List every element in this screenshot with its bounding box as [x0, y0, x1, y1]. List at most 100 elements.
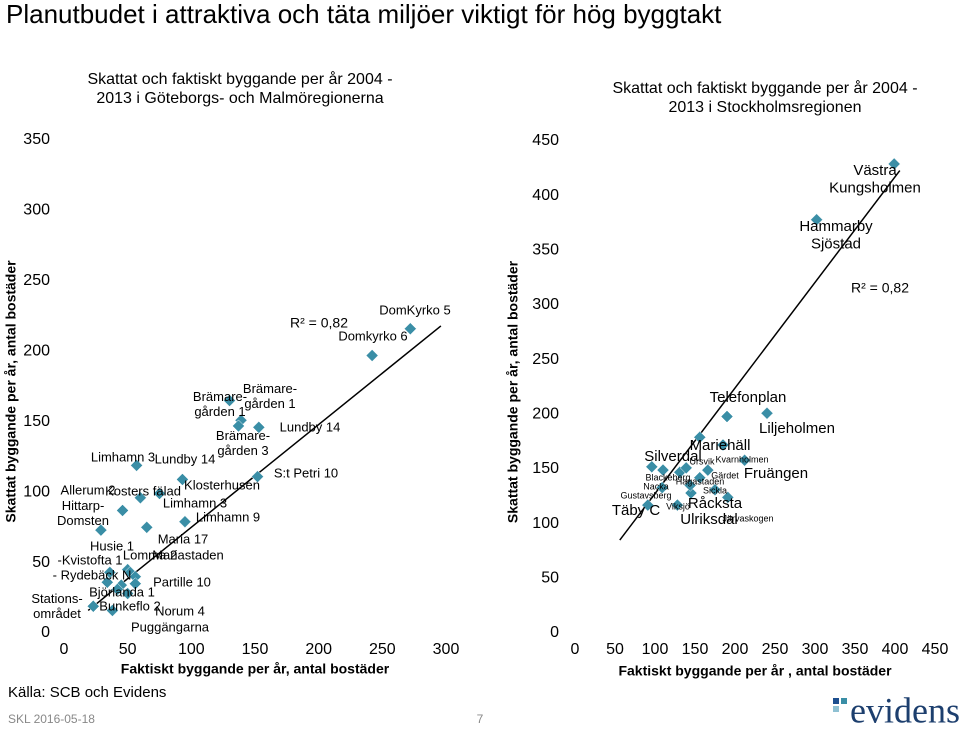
trendline: [87, 325, 442, 612]
y-tick-label: 100: [23, 483, 50, 500]
data-point: [738, 453, 751, 467]
footer-date: SKL 2016-05-18: [8, 712, 95, 726]
data-point: [178, 515, 192, 529]
data-point: [251, 470, 264, 484]
point-label: Allerum 2: [61, 482, 116, 497]
point-label: Björlanda 1: [89, 584, 155, 599]
y-tick-label: 150: [23, 413, 50, 430]
point-label: Täby C: [612, 502, 661, 519]
x-tick-label: 300: [433, 641, 460, 658]
data-point: [693, 471, 707, 485]
y-tick-label: 350: [23, 131, 50, 148]
data-point: [130, 459, 143, 472]
r-squared: R² = 0,82: [851, 280, 909, 296]
x-axis-label: Faktiskt byggande per år , antal bostäde…: [618, 663, 892, 679]
chart-title: 2013 i Göteborgs- och Malmöregionerna: [96, 90, 383, 107]
chart-title: Skattat och faktiskt byggande per år 200…: [612, 79, 917, 97]
data-point: [365, 349, 379, 362]
chart-title: Skattat och faktiskt byggande per år 200…: [87, 70, 392, 88]
point-label: Klosterhusen: [184, 477, 260, 492]
x-tick-label: 400: [882, 641, 909, 658]
x-tick-label: 100: [642, 641, 669, 658]
point-label: Husie 1: [90, 538, 134, 553]
point-label: Stations-området: [31, 591, 82, 621]
x-tick-label: 350: [842, 641, 869, 658]
point-label: Partille 10: [153, 574, 211, 589]
point-label: Silverdal: [644, 448, 702, 465]
point-label: Gustavsberg: [620, 490, 671, 500]
data-point: [252, 420, 266, 434]
data-point: [86, 599, 100, 613]
y-tick-label: 450: [532, 132, 559, 149]
data-point: [708, 483, 722, 497]
point-label: DomKyrko 5: [379, 302, 451, 317]
point-label: Gärdet: [711, 470, 739, 480]
data-point: [656, 463, 670, 477]
data-point: [641, 498, 655, 512]
point-label: Liljeholmen: [759, 420, 835, 437]
point-label: Viksjö: [666, 501, 690, 511]
point-label: -Kvistofta 1: [57, 552, 122, 567]
x-tick-label: 50: [606, 641, 624, 658]
point-label: Blackeberg: [645, 472, 690, 482]
point-label: Telefonplan: [710, 389, 787, 406]
point-label: Bunkeflo 2: [99, 598, 160, 613]
logo-squares: [833, 698, 847, 712]
data-point: [94, 523, 108, 537]
y-tick-label: 100: [532, 515, 559, 532]
data-point: [232, 419, 245, 433]
point-label: Lundby 14: [155, 451, 216, 466]
point-label: Hagastaden: [676, 476, 725, 486]
data-point: [701, 463, 715, 477]
y-tick-label: 0: [550, 624, 559, 641]
page-number: 7: [477, 712, 484, 726]
data-point: [116, 504, 129, 517]
x-tick-label: 150: [682, 641, 709, 658]
point-label: Limhamn 3: [163, 495, 227, 510]
y-axis-label: Skattat byggande per år, antal bostäder: [3, 260, 19, 523]
data-point: [693, 430, 707, 444]
data-point: [106, 604, 119, 617]
x-tick-label: 250: [762, 641, 789, 658]
y-tick-label: 250: [23, 272, 50, 289]
x-tick-label: 200: [722, 641, 749, 658]
point-label: Ulriksdal: [680, 511, 738, 528]
data-point: [671, 498, 684, 512]
point-label: Råcksta: [688, 495, 743, 512]
point-label: Mariehäll: [690, 437, 751, 454]
x-tick-label: 250: [369, 641, 396, 658]
x-tick-label: 50: [119, 641, 137, 658]
y-tick-label: 250: [532, 351, 559, 368]
x-tick-label: 300: [802, 641, 829, 658]
point-label: Maria 17: [158, 531, 209, 546]
point-label: Brämare-gården 1: [193, 389, 247, 419]
data-point: [683, 479, 697, 492]
point-label: Brämare-gården 1: [243, 381, 297, 411]
point-label: Lundby 14: [280, 419, 341, 434]
data-point: [810, 213, 823, 227]
x-tick-label: 0: [571, 641, 580, 658]
y-axis-label: Skattat byggande per år, antal bostäder: [505, 260, 521, 523]
point-label: Fruängen: [744, 465, 808, 482]
point-label: S:t Petri 10: [274, 465, 338, 480]
point-label: Limhamn 3: [91, 449, 155, 464]
data-point: [223, 394, 236, 407]
point-label: Lomma 2: [123, 547, 177, 562]
point-label: Sickla: [703, 485, 727, 495]
data-point: [645, 460, 659, 474]
data-point: [721, 491, 735, 504]
point-label: Ursvik: [690, 456, 715, 466]
y-tick-label: 300: [532, 296, 559, 313]
y-tick-label: 200: [532, 406, 559, 423]
data-point: [134, 491, 147, 505]
point-label: Nacka: [643, 481, 669, 491]
data-point: [121, 587, 135, 600]
point-label: Domkyrko 6: [338, 328, 407, 343]
x-tick-label: 100: [178, 641, 205, 658]
data-point: [100, 575, 114, 589]
y-tick-label: 350: [532, 242, 559, 259]
y-tick-label: 50: [32, 554, 50, 571]
x-tick-label: 200: [305, 641, 332, 658]
point-label: Puggängarna: [131, 619, 210, 634]
